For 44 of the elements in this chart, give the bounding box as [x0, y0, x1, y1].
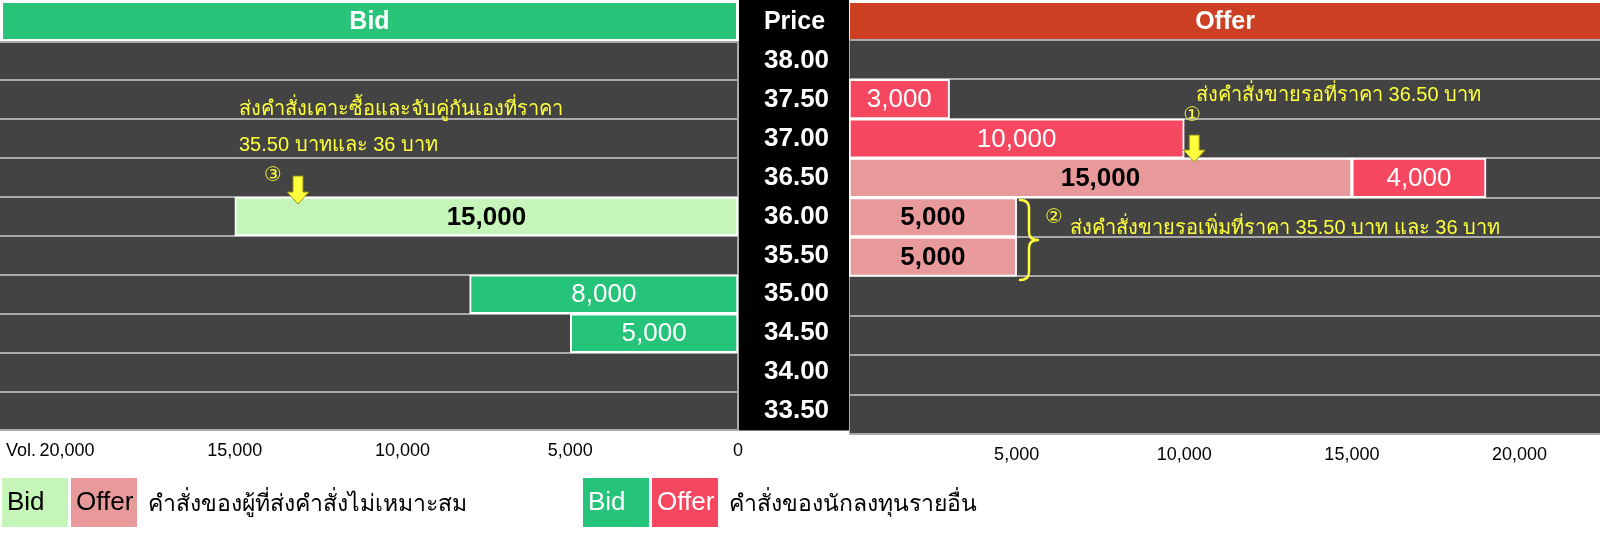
data-label: 15,000: [446, 200, 527, 231]
annotation: ส่งคำสั่งขายรอที่ราคา 36.50 บาท: [1196, 79, 1482, 105]
x-tick-label: 15,000: [207, 440, 263, 461]
annotation: ①: [1183, 102, 1202, 127]
x-tick-label: 0: [732, 440, 744, 461]
data-label: 15,000: [1060, 162, 1141, 193]
legend-label: คำสั่งของผู้ที่ส่งคำสั่งไม่เหมาะสม: [148, 486, 467, 519]
data-label: 8,000: [571, 278, 637, 309]
annotation: ส่งคำสั่งขายรอเพิ่มที่ราคา 35.50 บาท และ 36 บาท: [1070, 212, 1501, 238]
x-tick-label: 10,000: [375, 440, 431, 461]
data-label: 5,000: [900, 240, 966, 271]
chart-title: Bid: [7, 486, 45, 516]
y-tick-label: 35.00: [763, 277, 830, 308]
data-label: 4,000: [1386, 162, 1452, 193]
chart-title: Offer: [76, 486, 134, 516]
data-label: 5,000: [621, 317, 687, 348]
annotation: ②: [1045, 204, 1063, 229]
y-tick-label: 36.50: [763, 160, 830, 191]
x-tick-label: 15,000: [1324, 443, 1380, 464]
chart-title: Bid: [349, 5, 390, 34]
y-tick-label: 37.00: [763, 121, 830, 152]
data-label: 5,000: [900, 201, 966, 232]
data-label: 10,000: [976, 122, 1057, 153]
y-axis-title: Price: [763, 5, 826, 34]
y-tick-label: 37.50: [763, 83, 830, 114]
x-tick-label: 20,000: [1492, 443, 1548, 464]
chart-title: Offer: [657, 486, 715, 516]
y-tick-label: 38.00: [763, 44, 830, 75]
annotation: ③: [264, 162, 282, 187]
y-tick-label: 36.00: [763, 199, 830, 230]
x-tick-label: 10,000: [1156, 443, 1212, 464]
x-axis-title: Vol.: [6, 440, 37, 461]
data-label: 3,000: [866, 83, 932, 114]
y-tick-label: 35.50: [763, 238, 830, 269]
legend-label: คำสั่งของนักลงทุนรายอื่น: [729, 486, 977, 519]
chart-title: Bid: [588, 486, 626, 516]
x-tick-label: 20,000: [39, 440, 95, 461]
x-tick-label: 5,000: [547, 440, 593, 461]
annotation: ส่งคำสั่งเคาะซื้อและจับคู่กันเองที่ราคา 35.50 บาทและ 36 บาท: [239, 93, 563, 155]
x-tick-label: 5,000: [994, 443, 1040, 464]
y-tick-label: 34.00: [763, 355, 830, 386]
chart-title: Offer: [1195, 5, 1256, 34]
y-tick-label: 34.50: [763, 316, 830, 347]
y-tick-label: 33.50: [763, 394, 830, 425]
